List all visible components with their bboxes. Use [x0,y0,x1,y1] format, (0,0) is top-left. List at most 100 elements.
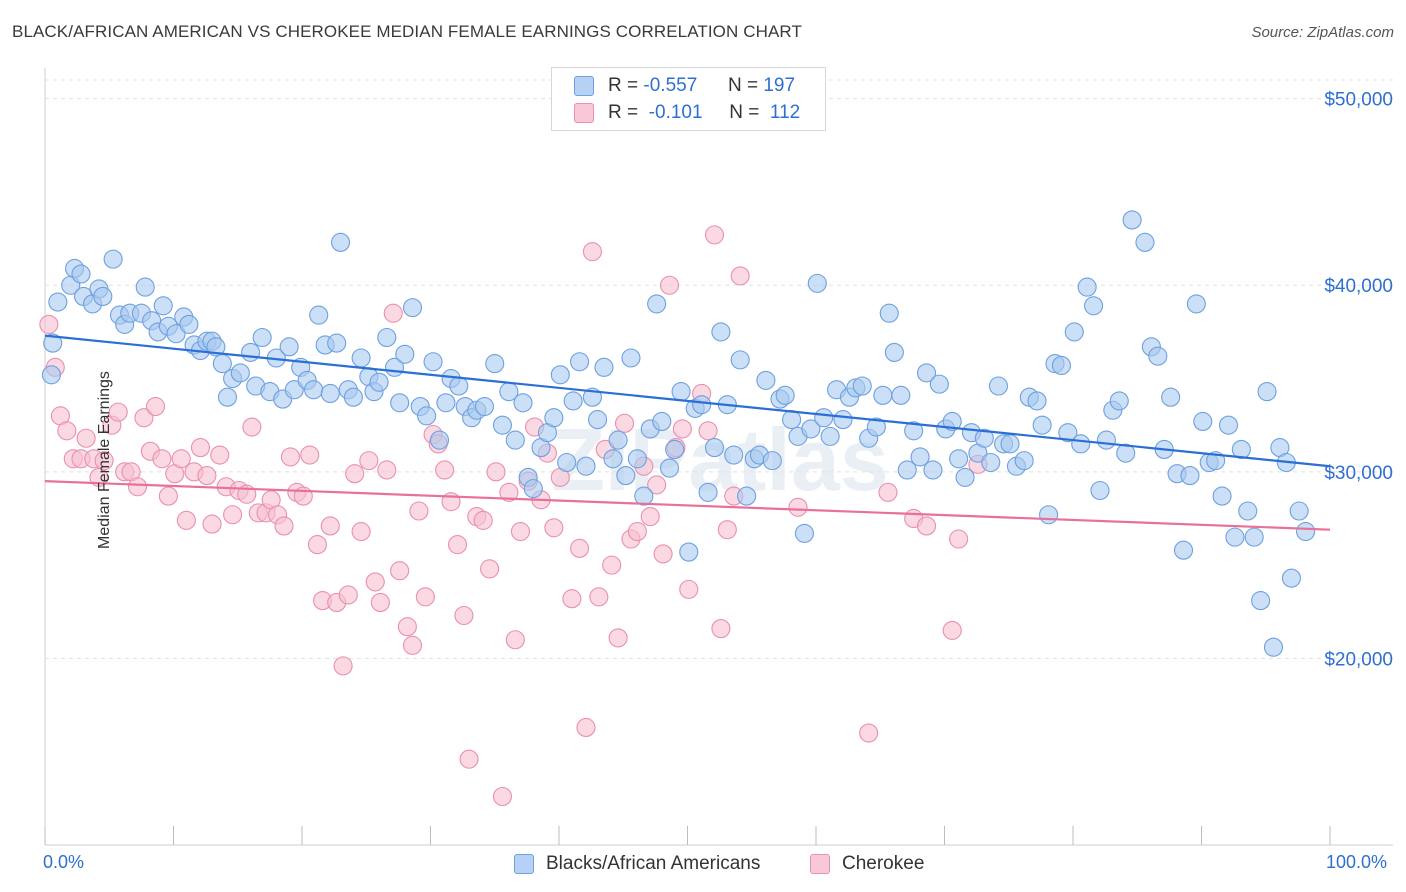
black-point [801,419,821,439]
y-tick-label: $40,000 [1324,276,1393,297]
cherokee-point [57,421,77,441]
cherokee-point [307,535,327,555]
black-point [923,460,943,480]
cherokee-point [942,620,962,640]
legend-n-label: N = [729,102,760,123]
black-point [1257,382,1277,402]
cherokee-point [672,419,692,439]
black-point [616,466,636,486]
black-point [351,348,371,368]
black-point [570,352,590,372]
black-point [402,298,423,318]
cherokee-point [365,572,385,592]
black-point [330,232,351,252]
black-point [103,249,123,269]
black-point [1096,430,1116,450]
black-point [659,458,680,478]
black-point [1238,501,1258,521]
black-point [852,376,872,396]
cherokee-point [145,396,166,417]
black-point [153,296,173,316]
axes [44,68,1393,846]
black-point [492,415,513,435]
cherokee-point [711,619,731,639]
black-point [1090,480,1110,501]
black-point [429,430,450,450]
black-point [343,387,363,407]
black-point [782,410,802,430]
black-point [671,382,691,402]
black-point [1122,210,1142,230]
cherokee-point [627,521,647,542]
cherokee-point [878,482,898,502]
black-point [603,449,623,469]
cherokee-point [320,516,340,536]
black-point [897,460,917,480]
cherokee-point [454,605,474,626]
cherokee-point [730,266,750,286]
black-point [587,410,608,430]
black-point [929,374,949,394]
cherokee-point [570,538,590,558]
black-point [1231,439,1251,459]
cherokee-point [415,587,435,607]
cherokee-point [698,421,718,441]
cherokee-point [614,413,635,433]
black-point [737,486,757,506]
black-point [309,305,329,325]
black-point [833,410,853,430]
black-point [513,393,533,413]
legend-n-value: 197 [763,75,796,96]
black-point [485,354,505,374]
black-point [1281,568,1301,588]
black-point [904,421,924,441]
black-point [1173,540,1194,560]
cherokee-point [338,585,358,605]
cherokee-point [510,521,531,542]
black-point [679,542,699,562]
black-point [621,348,641,368]
cherokee-point [39,314,59,334]
cherokee-point [171,449,191,469]
black-point [505,430,525,450]
black-point [43,333,63,353]
black-point [320,383,340,404]
black-point [594,357,614,377]
cherokee-points [39,225,988,807]
cherokee-point [176,510,196,530]
black-point [879,303,899,323]
cherokee-point [473,510,493,530]
black-point [949,449,969,469]
cherokee-point [589,587,609,607]
legend-row-cherokee: R = -0.101 N = 112 [574,101,800,125]
black-trend-line [44,334,1331,468]
black-point [523,479,543,499]
black-point [981,452,1001,473]
cherokee-point [274,516,294,536]
cherokee-point [499,482,519,502]
black-point [1051,355,1071,376]
black-point [135,277,155,297]
legend-r-value: -0.557 [643,75,698,96]
black-point [794,523,814,543]
legend-r-label: R = [608,75,639,96]
black-point [436,393,456,413]
black-point [217,387,238,407]
legend-r-value: -0.101 [648,102,703,123]
cherokee-point [486,462,506,482]
black-point [1116,443,1136,463]
black-point [873,385,893,405]
cherokee-point [679,579,699,599]
black-point [910,447,930,467]
cherokee-point [659,275,680,295]
cherokee-point [602,555,622,575]
cherokee-point [333,656,353,676]
black-point [544,408,564,428]
black-point [704,438,725,458]
black-point [988,376,1009,396]
cherokee-point [383,303,403,323]
black-point [730,350,750,370]
black-point [1148,346,1168,366]
black-point [1000,434,1020,454]
cherokee-point [562,589,582,609]
